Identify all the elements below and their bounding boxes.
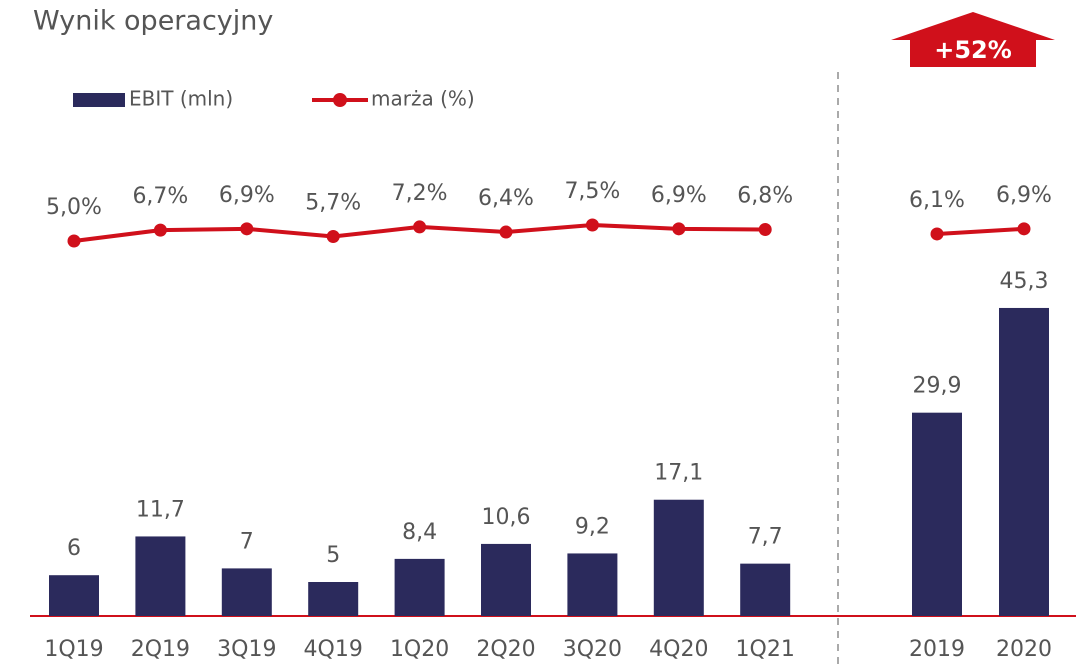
line-value-label: 6,9% — [651, 183, 707, 208]
bar — [740, 563, 791, 616]
x-tick-label: 1Q21 — [736, 637, 795, 662]
bar-value-label: 5 — [326, 543, 340, 568]
bar-value-label: 8,4 — [402, 520, 437, 545]
bar — [481, 543, 531, 616]
line-value-label: 5,0% — [46, 195, 102, 220]
line-point — [499, 225, 513, 239]
line-point — [672, 222, 686, 236]
x-tick-label: 2Q20 — [476, 637, 535, 662]
x-tick-label: 2020 — [996, 637, 1052, 662]
bar — [221, 568, 272, 616]
bar — [567, 553, 618, 616]
line-point — [326, 230, 340, 244]
line-value-label: 5,7% — [305, 191, 361, 216]
line-point — [585, 218, 599, 232]
legend-swatch-dot — [333, 93, 347, 107]
bar-value-label: 6 — [67, 536, 81, 561]
line-value-label: 6,9% — [996, 183, 1052, 208]
line-point — [930, 227, 944, 241]
line-point — [413, 220, 427, 234]
bar — [912, 412, 962, 616]
line-value-label: 6,4% — [478, 186, 534, 211]
growth-arrow — [891, 12, 1055, 67]
x-tick-label: 2019 — [909, 637, 965, 662]
bar — [999, 307, 1049, 616]
legend-label: marża (%) — [371, 87, 475, 111]
line-point — [758, 222, 772, 236]
line-value-label: 6,7% — [132, 184, 188, 209]
x-tick-label: 3Q20 — [563, 637, 622, 662]
line-value-label: 7,2% — [392, 181, 448, 206]
line-point — [240, 222, 254, 236]
legend-label: EBIT (mln) — [129, 87, 233, 111]
line — [936, 226, 1025, 236]
line-value-label: 6,8% — [737, 183, 793, 208]
bar-value-label: 9,2 — [575, 514, 610, 539]
bar-value-label: 17,1 — [654, 461, 703, 486]
x-tick-label: 2Q19 — [131, 637, 190, 662]
bar-value-label: 45,3 — [1000, 269, 1049, 294]
line-value-label: 6,9% — [219, 183, 275, 208]
bar — [135, 536, 186, 616]
x-tick-label: 1Q19 — [44, 637, 103, 662]
line-value-label: 7,5% — [564, 179, 620, 204]
chart-title: Wynik operacyjny — [33, 6, 273, 37]
bar-value-label: 29,9 — [913, 374, 962, 399]
x-tick-label: 3Q19 — [217, 637, 276, 662]
bar-value-label: 7,7 — [748, 525, 783, 550]
x-tick-label: 1Q20 — [390, 637, 449, 662]
bar — [653, 499, 704, 616]
line-point — [1017, 222, 1031, 236]
line-point — [67, 234, 81, 248]
x-tick-label: 4Q19 — [304, 637, 363, 662]
growth-label: +52% — [934, 36, 1012, 64]
bar-value-label: 7 — [240, 529, 254, 554]
bar-value-label: 11,7 — [136, 497, 185, 522]
line-point — [153, 223, 167, 237]
bar — [394, 558, 445, 616]
x-tick-label: 4Q20 — [649, 637, 708, 662]
legend-swatch-bar — [73, 93, 125, 107]
bar-value-label: 10,6 — [482, 505, 531, 530]
bar — [308, 582, 359, 616]
line-value-label: 6,1% — [909, 188, 965, 213]
bar — [49, 575, 99, 616]
